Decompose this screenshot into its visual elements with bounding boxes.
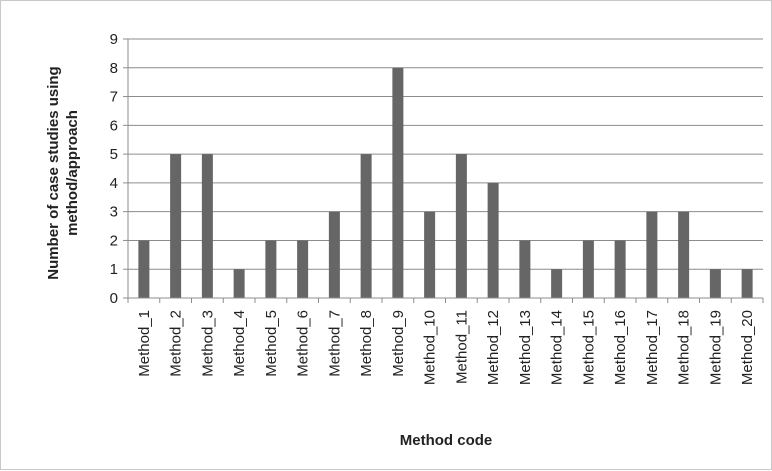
bar-method-7 <box>328 211 340 298</box>
x-tick-label: Method_5 <box>263 310 280 377</box>
bar-method-4 <box>233 269 245 298</box>
y-tick-label: 1 <box>110 261 118 278</box>
bar-method-15 <box>582 240 594 298</box>
bar-method-8 <box>360 154 372 298</box>
y-axis-title-line-1: Number of case studies using <box>45 66 62 279</box>
x-tick-label: Method_10 <box>422 310 439 385</box>
x-tick-label: Method_8 <box>358 310 375 377</box>
bar-method-10 <box>424 211 436 298</box>
y-tick-label: 2 <box>110 232 118 249</box>
y-tick-label: 5 <box>110 146 118 163</box>
x-tick-label: Method_12 <box>485 310 502 385</box>
x-tick-label: Method_1 <box>136 310 153 377</box>
bar-method-14 <box>551 269 563 298</box>
x-tick-label: Method_4 <box>231 310 248 377</box>
bar-method-1 <box>138 240 150 298</box>
y-tick-label: 8 <box>110 60 118 77</box>
x-tick-label: Method_19 <box>707 310 724 385</box>
bar-method-5 <box>265 240 277 298</box>
bar-method-19 <box>709 269 721 298</box>
y-tick-label: 9 <box>110 31 118 48</box>
bar-method-6 <box>297 240 309 298</box>
x-tick-label: Method_16 <box>612 310 629 385</box>
x-tick-label: Method_13 <box>517 310 534 385</box>
y-tick-label: 6 <box>110 117 118 134</box>
bar-method-18 <box>678 211 690 298</box>
y-tick-label: 0 <box>110 290 118 307</box>
y-tick-labels: 0 1 2 3 4 5 6 7 8 9 <box>110 31 118 307</box>
x-tick-label: Method_6 <box>295 310 312 377</box>
x-tick-label: Method_2 <box>168 310 185 377</box>
x-tick-label: Method_20 <box>739 310 756 385</box>
bar-method-16 <box>614 240 626 298</box>
bar-method-12 <box>487 182 499 298</box>
y-tick-label: 7 <box>110 89 118 106</box>
x-tick-label: Method_7 <box>326 310 343 377</box>
bar-method-11 <box>455 154 467 298</box>
y-tick-label: 4 <box>110 175 118 192</box>
bar-method-13 <box>519 240 531 298</box>
bar-method-9 <box>392 67 404 299</box>
x-tick-label: Method_14 <box>549 310 566 385</box>
y-axis-title-line-2: method/approach <box>64 110 81 236</box>
bar-method-3 <box>201 154 213 298</box>
bar-method-2 <box>170 154 182 298</box>
gridlines <box>128 38 763 270</box>
x-tick-label: Method_15 <box>580 310 597 385</box>
x-tick-label: Method_18 <box>676 310 693 385</box>
x-tick-labels: Method_1 Method_2 Method_3 Method_4 Method_5… <box>136 310 756 385</box>
x-tick-label: Method_9 <box>390 310 407 377</box>
x-axis-title: Method code <box>400 432 493 449</box>
x-tick-label: Method_11 <box>453 310 470 384</box>
y-tick-label: 3 <box>110 204 118 221</box>
bar-method-20 <box>741 269 753 298</box>
bar-method-17 <box>646 211 658 298</box>
bars <box>138 67 753 299</box>
x-tick-label: Method_17 <box>644 310 661 385</box>
axes <box>123 38 764 303</box>
x-tick-label: Method_3 <box>199 310 216 377</box>
